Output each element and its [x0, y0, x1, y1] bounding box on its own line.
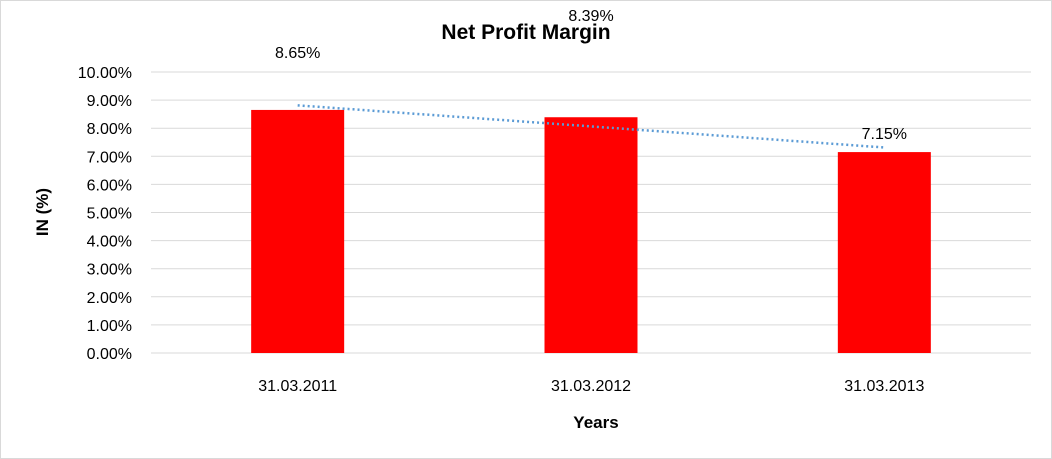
y-tick-label: 6.00%: [87, 177, 132, 194]
y-tick-label: 1.00%: [87, 318, 132, 335]
y-tick-label: 9.00%: [87, 93, 132, 110]
y-tick-label: 7.00%: [87, 149, 132, 166]
y-tick-label: 10.00%: [78, 65, 132, 82]
x-tick-label: 31.03.2011: [258, 378, 337, 395]
data-label: 8.65%: [275, 45, 320, 62]
bar: [251, 109, 345, 353]
chart-title: Net Profit Margin: [441, 21, 610, 44]
y-tick-label: 5.00%: [87, 206, 132, 223]
data-label: 7.15%: [862, 126, 907, 143]
trendline-layer: [297, 104, 885, 149]
x-tick-label: 31.03.2012: [551, 378, 631, 395]
y-tick-label: 4.00%: [87, 234, 132, 251]
trendline: [297, 104, 885, 149]
y-axis-title: IN (%): [33, 188, 52, 236]
x-tick-label: 31.03.2013: [844, 378, 924, 395]
bars: [251, 109, 931, 353]
y-tick-label: 8.00%: [87, 121, 132, 138]
y-tick-label: 3.00%: [87, 262, 132, 279]
axis-ticks: 0.00% 1.00% 2.00% 3.00% 4.00% 5.00% 6.00% 7.00%…: [78, 65, 925, 395]
y-tick-label: 2.00%: [87, 290, 132, 307]
x-axis-title: Years: [573, 413, 618, 432]
data-label: 8.39%: [568, 8, 613, 25]
bar: [837, 152, 931, 353]
data-labels: 8.65% 8.39% 7.15%: [275, 8, 907, 143]
bar: [544, 117, 638, 353]
y-tick-label: 0.00%: [87, 346, 132, 363]
